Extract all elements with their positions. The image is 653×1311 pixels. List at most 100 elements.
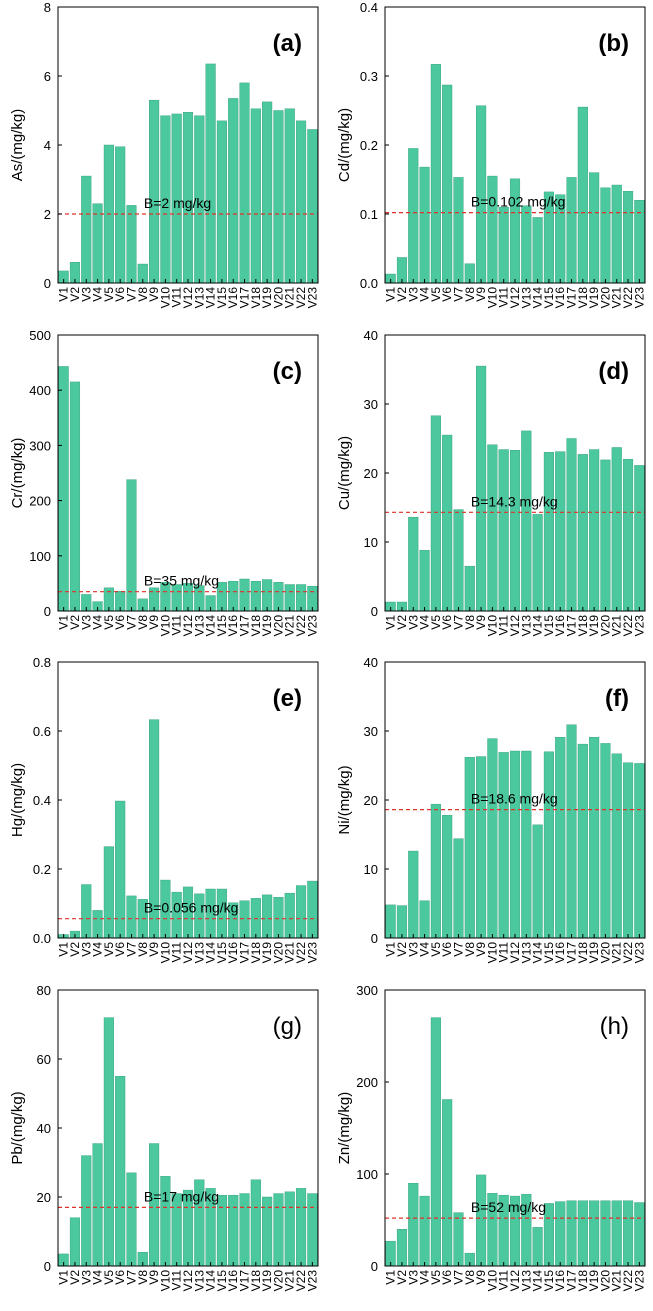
x-tick-label: V1 — [57, 1270, 71, 1285]
x-tick-label: V16 — [226, 1270, 240, 1292]
x-tick-label: V10 — [485, 615, 499, 637]
bar-V7 — [453, 1212, 464, 1267]
bar-V17 — [239, 1193, 250, 1267]
x-tick-label: V12 — [508, 615, 522, 637]
bar-V13 — [521, 430, 532, 612]
bar-V11 — [498, 449, 509, 612]
x-tick-label: V8 — [136, 942, 150, 957]
bar-V13 — [521, 205, 532, 284]
x-tick-label: V22 — [294, 942, 308, 964]
bar-V21 — [611, 753, 622, 939]
panel-g: B=17 mg/kg 0 20 40 60 80 V1 V2 V3 V4 V5 V6 V7 V8 V9 V10… — [0, 983, 326, 1310]
x-tick-label: V21 — [610, 287, 624, 309]
bar-V18 — [577, 106, 588, 284]
bar-V23 — [307, 880, 318, 939]
bar-V16 — [228, 98, 239, 284]
bar-V7 — [126, 205, 137, 284]
x-tick-label: V17 — [238, 615, 252, 637]
chart-d: B=14.3 mg/kg010203040V1V2V3V4V5V6V7V8V9V… — [336, 328, 646, 637]
bar-V20 — [600, 459, 611, 612]
x-tick-label: V2 — [68, 615, 82, 630]
bar-V3 — [408, 516, 419, 612]
bar-V20 — [600, 187, 611, 284]
x-tick-label: V13 — [519, 615, 533, 637]
x-tick-label: V1 — [57, 287, 71, 302]
bar-V16 — [555, 737, 566, 939]
bar-V18 — [577, 1200, 588, 1267]
bar-V22 — [622, 1200, 634, 1267]
x-tick-label: V5 — [429, 615, 443, 630]
x-tick-label: V3 — [79, 1270, 93, 1285]
bar-V19 — [262, 579, 273, 612]
x-tick-label: V20 — [598, 615, 612, 637]
bar-V9 — [476, 1174, 487, 1267]
bar-V3 — [81, 1155, 92, 1267]
x-tick-label: V18 — [576, 942, 590, 964]
x-tick-label: V4 — [418, 1270, 432, 1285]
bar-V3 — [408, 850, 419, 939]
x-tick-label: V16 — [226, 942, 240, 964]
x-tick-label: V13 — [192, 615, 206, 637]
panel-label: (h) — [600, 1013, 629, 1040]
x-tick-label: V16 — [553, 942, 567, 964]
y-tick-label: 300 — [29, 438, 51, 453]
bar-V14 — [205, 63, 216, 284]
x-tick-label: V21 — [283, 1270, 297, 1292]
y-tick-label: 0.3 — [360, 69, 378, 84]
bar-V20 — [273, 110, 284, 284]
bar-V12 — [509, 450, 521, 612]
bar-V14 — [532, 217, 543, 284]
bar-V4 — [92, 1143, 103, 1267]
x-tick-label: V5 — [429, 942, 443, 957]
y-tick-label: 0 — [371, 1259, 378, 1274]
x-tick-label: V22 — [294, 1270, 308, 1292]
y-tick-label: 4 — [44, 138, 51, 153]
y-tick-label: 20 — [364, 793, 378, 808]
x-tick-label: V7 — [451, 287, 465, 302]
bar-V8 — [464, 565, 475, 612]
x-tick-label: V10 — [485, 942, 499, 964]
x-tick-label: V11 — [497, 942, 511, 963]
x-tick-label: V6 — [440, 942, 454, 957]
bar-V7 — [453, 838, 464, 939]
x-tick-label: V5 — [102, 287, 116, 302]
x-tick-label: V2 — [395, 615, 409, 630]
x-tick-label: V3 — [406, 1270, 420, 1285]
x-tick-label: V12 — [181, 942, 195, 964]
bar-V14 — [532, 1227, 543, 1267]
x-tick-label: V15 — [542, 615, 556, 637]
panel-label: (d) — [598, 358, 629, 385]
x-tick-label: V8 — [463, 1270, 477, 1285]
x-tick-label: V8 — [136, 1270, 150, 1285]
x-tick-label: V13 — [192, 1270, 206, 1292]
x-tick-label: V3 — [406, 615, 420, 630]
y-axis-title: As/(mg/kg) — [9, 109, 26, 182]
bar-V3 — [81, 884, 92, 939]
x-tick-label: V22 — [621, 942, 635, 964]
bar-V18 — [577, 454, 588, 612]
x-tick-label: V19 — [260, 1270, 274, 1292]
bar-V23 — [307, 129, 318, 284]
x-tick-label: V1 — [57, 615, 71, 630]
x-tick-label: V17 — [565, 1270, 579, 1292]
chart-f: B=18.6 mg/kg010203040V1V2V3V4V5V6V7V8V9V… — [336, 655, 646, 964]
x-tick-label: V23 — [305, 1270, 319, 1292]
x-tick-label: V8 — [463, 615, 477, 630]
x-tick-label: V7 — [124, 287, 138, 302]
baseline-label: B=18.6 mg/kg — [471, 791, 558, 807]
x-tick-label: V13 — [192, 942, 206, 964]
bar-V9 — [149, 99, 160, 284]
panel-d: B=14.3 mg/kg 0 10 20 30 40 V1 V2 V3 V4 V5 V6 V7 V8 V9 V… — [327, 328, 653, 655]
x-tick-label: V11 — [170, 615, 184, 636]
x-tick-label: V11 — [170, 942, 184, 963]
x-tick-label: V9 — [474, 942, 488, 957]
bar-V7 — [126, 1172, 137, 1267]
y-tick-label: 0.1 — [360, 207, 378, 222]
x-tick-label: V15 — [215, 942, 229, 964]
x-tick-label: V19 — [587, 1270, 601, 1292]
x-tick-label: V4 — [418, 942, 432, 957]
x-tick-label: V15 — [215, 615, 229, 637]
bar-V9 — [149, 1143, 160, 1267]
x-tick-label: V7 — [124, 1270, 138, 1285]
x-tick-label: V20 — [598, 1270, 612, 1292]
